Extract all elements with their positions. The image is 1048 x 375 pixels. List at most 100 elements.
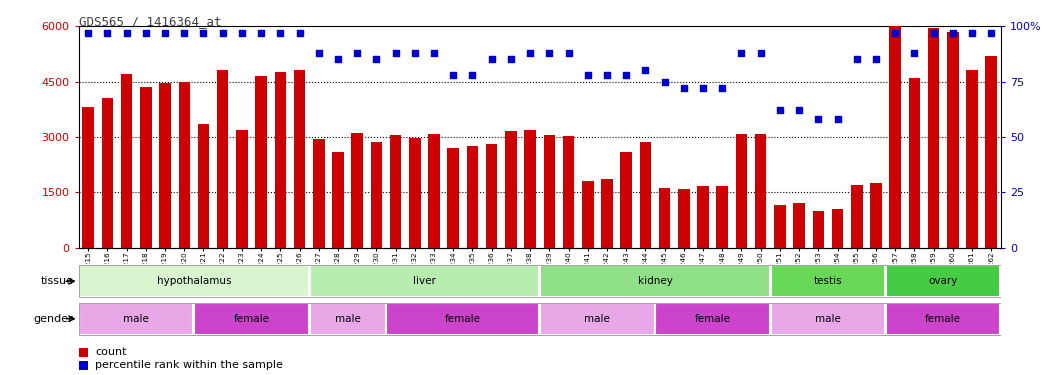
Text: percentile rank within the sample: percentile rank within the sample [95, 360, 283, 370]
Point [137, 30, 154, 36]
Point [829, 116, 846, 122]
Point [425, 50, 442, 56]
Bar [159, 83, 171, 248]
Bar [198, 124, 210, 248]
Bar [275, 72, 286, 248]
Bar [140, 87, 152, 248]
Point [118, 30, 135, 36]
Point [329, 56, 346, 62]
Bar [102, 98, 113, 248]
Bar [655, 303, 770, 335]
Point [963, 30, 980, 36]
Point [598, 72, 615, 78]
Point [387, 50, 403, 56]
Point [925, 30, 942, 36]
Point [464, 72, 481, 78]
Bar [447, 148, 459, 248]
Bar [812, 211, 824, 248]
Bar [79, 303, 194, 335]
Point [502, 56, 519, 62]
Bar [927, 28, 939, 248]
Bar [755, 134, 766, 248]
Bar [486, 144, 498, 248]
Bar [886, 265, 1001, 297]
Text: GDS565 / 1416364_at: GDS565 / 1416364_at [79, 15, 221, 28]
Point [483, 56, 500, 62]
Point [656, 78, 673, 84]
Bar [351, 133, 363, 248]
Bar [540, 303, 655, 335]
Point [253, 30, 269, 36]
Bar [217, 70, 228, 248]
Point [271, 30, 288, 36]
Point [733, 50, 749, 56]
Bar [313, 139, 325, 248]
Point [983, 30, 1000, 36]
Text: kidney: kidney [637, 276, 673, 286]
Bar [505, 131, 517, 248]
Bar [602, 179, 613, 248]
Bar [678, 189, 690, 248]
Point [868, 56, 885, 62]
Bar [79, 361, 88, 370]
Text: testis: testis [813, 276, 843, 286]
Bar [659, 188, 671, 248]
Text: male: male [334, 314, 361, 324]
Bar [563, 136, 574, 248]
Point [887, 30, 903, 36]
Bar [774, 205, 786, 248]
Text: male: male [124, 314, 149, 324]
Text: count: count [95, 347, 127, 357]
Bar [79, 265, 309, 297]
Text: female: female [444, 314, 481, 324]
Bar [371, 142, 383, 248]
Bar [466, 146, 478, 248]
Text: liver: liver [413, 276, 436, 286]
Bar [770, 303, 886, 335]
Bar [697, 186, 708, 248]
Point [176, 30, 193, 36]
Bar [544, 135, 555, 248]
Text: female: female [695, 314, 730, 324]
Bar [870, 183, 881, 248]
Point [349, 50, 366, 56]
Bar [79, 348, 88, 357]
Point [771, 107, 788, 113]
Point [99, 30, 115, 36]
Point [522, 50, 539, 56]
Point [214, 30, 231, 36]
Bar [390, 135, 401, 248]
Text: female: female [925, 314, 961, 324]
Bar [309, 265, 540, 297]
Bar [236, 129, 247, 248]
Bar [947, 32, 959, 248]
Point [234, 30, 250, 36]
Point [714, 85, 730, 91]
Bar [309, 303, 386, 335]
Bar [387, 303, 540, 335]
Text: male: male [585, 314, 610, 324]
Point [541, 50, 558, 56]
Bar [639, 142, 651, 248]
Bar [886, 303, 1001, 335]
Bar [717, 186, 728, 248]
Point [848, 56, 865, 62]
Bar [194, 303, 309, 335]
Point [156, 30, 173, 36]
Bar [966, 70, 978, 248]
Text: male: male [815, 314, 840, 324]
Text: hypothalamus: hypothalamus [156, 276, 232, 286]
Point [444, 72, 461, 78]
Point [675, 85, 692, 91]
Bar [620, 152, 632, 248]
Point [80, 30, 96, 36]
Point [617, 72, 634, 78]
Bar [332, 152, 344, 248]
Bar [909, 78, 920, 248]
Point [790, 107, 807, 113]
Bar [985, 56, 997, 248]
Point [407, 50, 423, 56]
Point [695, 85, 712, 91]
Bar [293, 70, 305, 248]
Bar [832, 209, 844, 248]
